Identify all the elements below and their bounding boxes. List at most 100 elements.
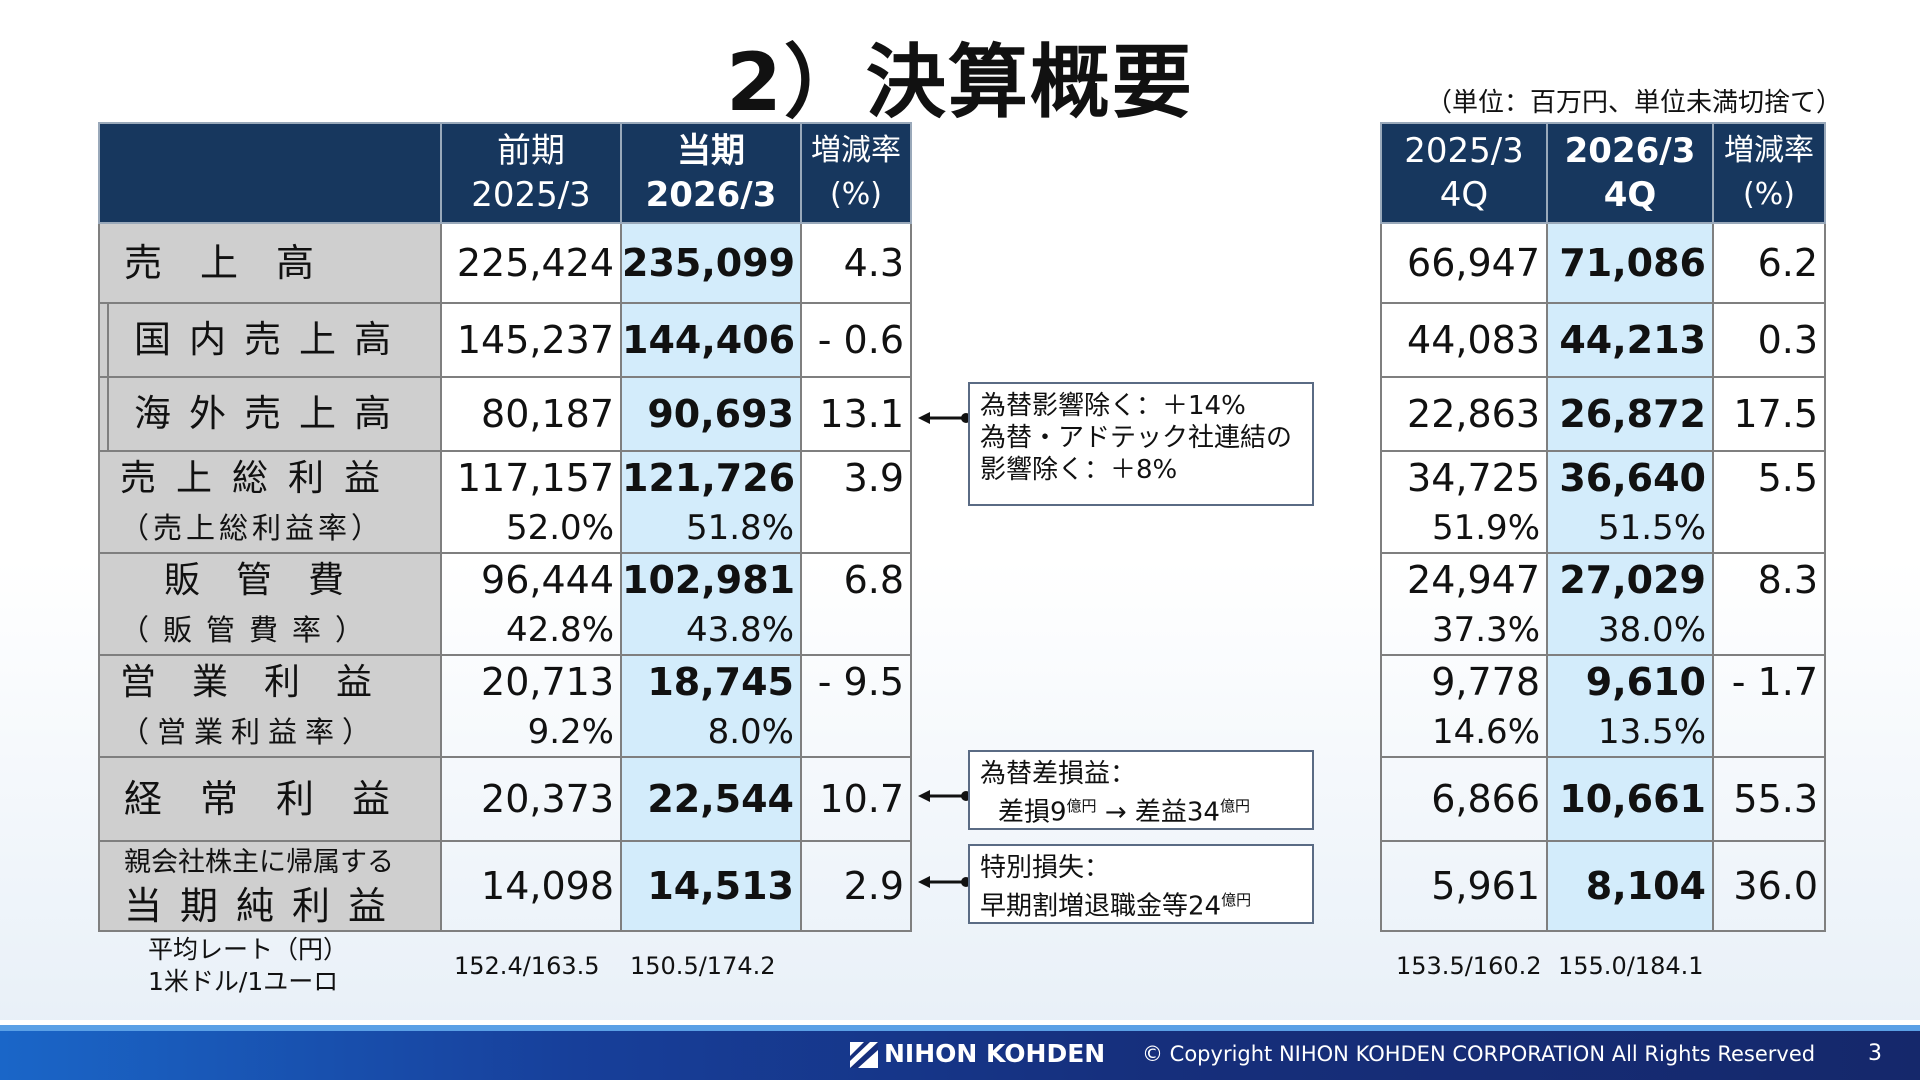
cell-cur: 10,661 — [1546, 756, 1714, 842]
company-logo: NIHON KOHDEN — [850, 1039, 1105, 1068]
fx-rate-prev-4q: 153.5/160.2 — [1396, 952, 1542, 980]
cell-chg: 3.9 — [800, 450, 912, 554]
table-row: 66,947 71,086 6.2 — [1380, 222, 1826, 304]
header-row: 前期 2025/3 当期 2026/3 増減率 (%) — [98, 122, 912, 224]
cell-prev: 34,725 51.9% — [1380, 450, 1548, 554]
cell-cur: 27,029 38.0% — [1546, 552, 1714, 656]
header-cur: 当期 2026/3 — [620, 122, 802, 224]
header-corner — [98, 122, 442, 224]
note-line: 早期割増退職金等24億円 — [980, 891, 1252, 922]
row-label-domestic-sales: 国内売上高 — [98, 302, 442, 378]
cell-prev: 9,778 14.6% — [1380, 654, 1548, 758]
cell-prev: 22,863 — [1380, 376, 1548, 452]
arrow-left-icon — [918, 876, 970, 888]
fx-label-line: 1米ドル/1ユーロ — [148, 967, 339, 996]
table-row: 国内売上高 145,237 144,406 - 0.6 — [98, 302, 912, 378]
cell-cur: 144,406 — [620, 302, 802, 378]
note-fx-gain-loss: 為替差損益： 差損9億円 → 差益34億円 — [968, 750, 1314, 830]
cell-chg: 0.3 — [1712, 302, 1826, 378]
header-row: 2025/3 4Q 2026/3 4Q 増減率 (%) — [1380, 122, 1826, 224]
table-row: 海外売上高 80,187 90,693 13.1 — [98, 376, 912, 452]
cell-cur: 14,513 — [620, 840, 802, 932]
fx-rate-cur: 150.5/174.2 — [630, 952, 776, 980]
fx-rate-prev: 152.4/163.5 — [454, 952, 600, 980]
page-number: 3 — [1868, 1041, 1882, 1066]
cell-prev: 145,237 — [440, 302, 622, 378]
table-row: 24,947 37.3% 27,029 38.0% 8.3 — [1380, 552, 1826, 656]
table-row: 34,725 51.9% 36,640 51.5% 5.5 — [1380, 450, 1826, 554]
cell-chg: 2.9 — [800, 840, 912, 932]
cell-cur: 44,213 — [1546, 302, 1714, 378]
annual-results-table: 前期 2025/3 当期 2026/3 増減率 (%) 売 上 高 225,424 2… — [98, 122, 912, 932]
unit-note: （単位：百万円、単位未満切捨て） — [1426, 88, 1843, 118]
cell-chg: 8.3 — [1712, 552, 1826, 656]
table-row: 親会社株主に帰属する 当期純利益 14,098 14,513 2.9 — [98, 840, 912, 932]
footer-stripe — [0, 1025, 1920, 1031]
page-title: 2）決算概要 — [726, 36, 1194, 129]
cell-prev: 96,444 42.8% — [440, 552, 622, 656]
table-row: 5,961 8,104 36.0 — [1380, 840, 1826, 932]
row-label-net-income: 親会社株主に帰属する 当期純利益 — [98, 840, 442, 932]
note-line: 影響除く：＋8% — [980, 455, 1178, 485]
header-chg-4q: 増減率 (%) — [1712, 122, 1826, 224]
cell-cur: 22,544 — [620, 756, 802, 842]
cell-prev: 14,098 — [440, 840, 622, 932]
footer-bar: NIHON KOHDEN © Copyright NIHON KOHDEN CO… — [0, 1025, 1920, 1080]
cell-chg: 10.7 — [800, 756, 912, 842]
copyright-text: © Copyright NIHON KOHDEN CORPORATION All… — [1142, 1042, 1816, 1066]
note-line: 為替影響除く：＋14% — [980, 391, 1246, 421]
header-prev-4q: 2025/3 4Q — [1380, 122, 1548, 224]
cell-chg: 6.8 — [800, 552, 912, 656]
cell-cur: 18,745 8.0% — [620, 654, 802, 758]
indent-line — [107, 302, 109, 378]
row-label-operating-profit: 営業利益 （営業利益率） — [98, 654, 442, 758]
cell-prev: 6,866 — [1380, 756, 1548, 842]
cell-cur: 90,693 — [620, 376, 802, 452]
note-line: 差損9億円 → 差益34億円 — [998, 797, 1250, 828]
fourth-quarter-table: 2025/3 4Q 2026/3 4Q 増減率 (%) 66,947 71,086 6… — [1380, 122, 1826, 932]
cell-cur: 26,872 — [1546, 376, 1714, 452]
logo-text: NIHON KOHDEN — [884, 1039, 1106, 1068]
table-row: 営業利益 （営業利益率） 20,713 9.2% 18,745 8.0% - 9.5 — [98, 654, 912, 758]
cell-chg: - 9.5 — [800, 654, 912, 758]
fx-rate-label: 平均レート（円） 1米ドル/1ユーロ — [148, 934, 348, 998]
cell-prev: 20,713 9.2% — [440, 654, 622, 758]
table-row: 販 管 費（販管費率） 96,444 42.8% 102,981 43.8% 6.8 — [98, 552, 912, 656]
cell-chg: 55.3 — [1712, 756, 1826, 842]
table-row: 44,083 44,213 0.3 — [1380, 302, 1826, 378]
cell-chg: 36.0 — [1712, 840, 1826, 932]
cell-prev: 225,424 — [440, 222, 622, 304]
fx-rate-cur-4q: 155.0/184.1 — [1558, 952, 1704, 980]
cell-chg: 6.2 — [1712, 222, 1826, 304]
header-prev: 前期 2025/3 — [440, 122, 622, 224]
arrow-left-icon — [918, 790, 970, 802]
cell-prev: 80,187 — [440, 376, 622, 452]
note-overseas-fx: 為替影響除く：＋14% 為替・アドテック社連結の 影響除く：＋8% — [968, 382, 1314, 506]
cell-cur: 36,640 51.5% — [1546, 450, 1714, 554]
indent-line — [107, 376, 109, 452]
cell-prev: 5,961 — [1380, 840, 1548, 932]
cell-prev: 20,373 — [440, 756, 622, 842]
cell-chg: 17.5 — [1712, 376, 1826, 452]
cell-cur: 9,610 13.5% — [1546, 654, 1714, 758]
cell-cur: 121,726 51.8% — [620, 450, 802, 554]
cell-cur: 71,086 — [1546, 222, 1714, 304]
cell-chg: 4.3 — [800, 222, 912, 304]
cell-cur: 102,981 43.8% — [620, 552, 802, 656]
table-row: 22,863 26,872 17.5 — [1380, 376, 1826, 452]
cell-prev: 24,947 37.3% — [1380, 552, 1548, 656]
row-label-overseas-sales: 海外売上高 — [98, 376, 442, 452]
logo-mark-icon — [850, 1042, 878, 1068]
header-chg: 増減率 (%) — [800, 122, 912, 224]
table-row: 売上総利益 （売上総利益率） 117,157 52.0% 121,726 51.8% … — [98, 450, 912, 554]
row-label-gross-profit: 売上総利益 （売上総利益率） — [98, 450, 442, 554]
row-label-sales: 売 上 高 — [98, 222, 442, 304]
cell-cur: 235,099 — [620, 222, 802, 304]
note-line: 為替・アドテック社連結の — [980, 423, 1293, 453]
header-cur-4q: 2026/3 4Q — [1546, 122, 1714, 224]
table-row: 売 上 高 225,424 235,099 4.3 — [98, 222, 912, 304]
cell-chg: 13.1 — [800, 376, 912, 452]
note-line: 為替差損益： — [980, 759, 1137, 789]
cell-prev: 117,157 52.0% — [440, 450, 622, 554]
row-label-ordinary-profit: 経 常 利 益 — [98, 756, 442, 842]
